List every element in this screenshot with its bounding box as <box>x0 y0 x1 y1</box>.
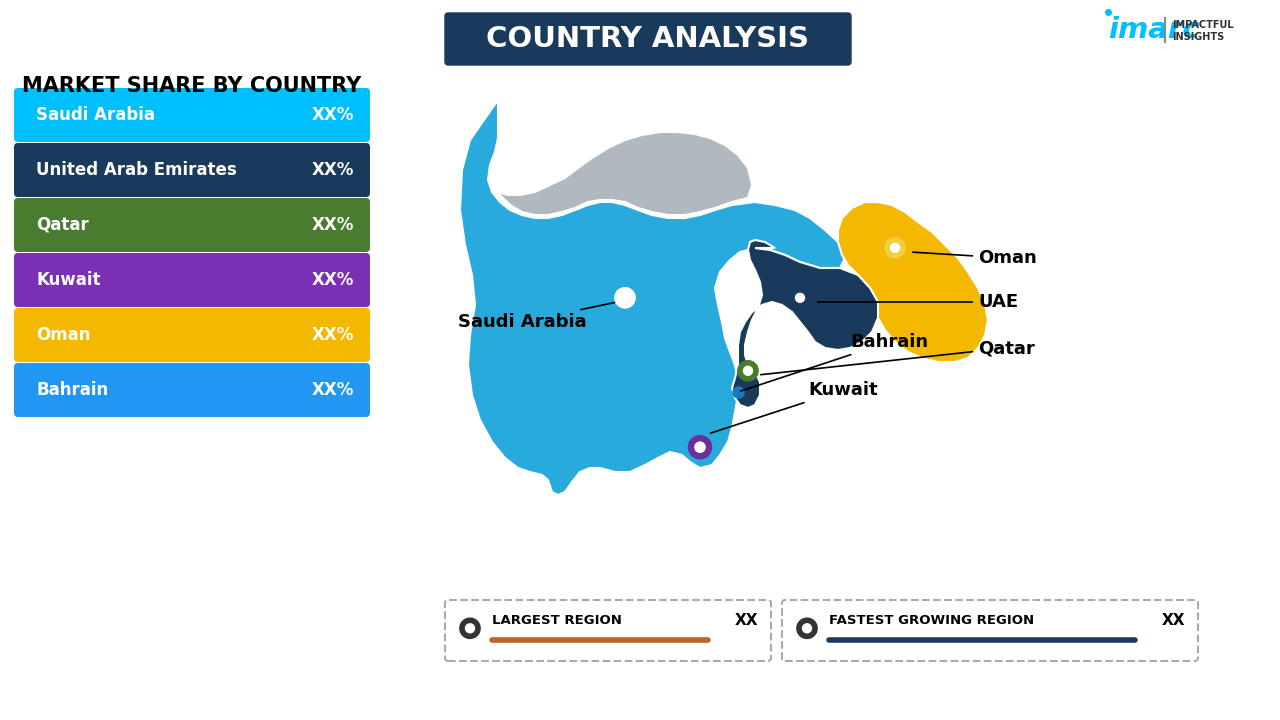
Text: Saudi Arabia: Saudi Arabia <box>36 106 155 124</box>
FancyBboxPatch shape <box>14 308 370 362</box>
Circle shape <box>797 618 817 638</box>
Polygon shape <box>799 631 814 639</box>
FancyBboxPatch shape <box>14 363 370 417</box>
Circle shape <box>616 288 635 307</box>
FancyBboxPatch shape <box>445 13 851 65</box>
Text: XX%: XX% <box>311 271 355 289</box>
Polygon shape <box>462 631 477 639</box>
Circle shape <box>695 442 705 452</box>
Polygon shape <box>792 301 808 308</box>
Text: imarc: imarc <box>1108 16 1199 44</box>
Text: Kuwait: Kuwait <box>710 381 878 433</box>
Circle shape <box>790 288 810 307</box>
Circle shape <box>803 624 812 633</box>
Text: XX%: XX% <box>311 216 355 234</box>
FancyBboxPatch shape <box>14 88 370 142</box>
Text: XX: XX <box>1161 613 1185 628</box>
Text: Kuwait: Kuwait <box>36 271 101 289</box>
Text: COUNTRY ANALYSIS: COUNTRY ANALYSIS <box>486 25 809 53</box>
Polygon shape <box>740 374 755 382</box>
Text: MARKET SHARE BY COUNTRY: MARKET SHARE BY COUNTRY <box>22 76 361 96</box>
Text: UAE: UAE <box>818 293 1018 311</box>
FancyBboxPatch shape <box>14 253 370 307</box>
FancyBboxPatch shape <box>14 198 370 252</box>
Text: XX%: XX% <box>311 106 355 124</box>
Text: XX%: XX% <box>311 326 355 344</box>
Text: Bahrain: Bahrain <box>741 333 928 391</box>
Text: FASTEST GROWING REGION: FASTEST GROWING REGION <box>829 614 1034 627</box>
Circle shape <box>886 238 905 258</box>
Text: Bahrain: Bahrain <box>36 381 109 399</box>
Text: Saudi Arabia: Saudi Arabia <box>458 302 614 331</box>
Circle shape <box>689 436 712 459</box>
Polygon shape <box>691 451 709 459</box>
Text: XX%: XX% <box>311 161 355 179</box>
Circle shape <box>466 624 475 633</box>
Text: Qatar: Qatar <box>760 339 1034 374</box>
Circle shape <box>621 293 630 302</box>
FancyBboxPatch shape <box>14 143 370 197</box>
Text: Qatar: Qatar <box>36 216 88 234</box>
Text: United Arab Emirates: United Arab Emirates <box>36 161 237 179</box>
FancyBboxPatch shape <box>445 600 771 661</box>
Polygon shape <box>460 100 845 495</box>
Polygon shape <box>617 301 632 308</box>
Text: XX%: XX% <box>311 381 355 399</box>
Text: LARGEST REGION: LARGEST REGION <box>492 614 622 627</box>
Text: Oman: Oman <box>36 326 91 344</box>
Circle shape <box>891 243 900 252</box>
Polygon shape <box>490 132 753 215</box>
Circle shape <box>796 293 805 302</box>
Polygon shape <box>887 251 902 258</box>
Text: XX: XX <box>735 613 758 628</box>
FancyBboxPatch shape <box>782 600 1198 661</box>
Polygon shape <box>732 240 878 408</box>
Text: Oman: Oman <box>913 249 1037 267</box>
Circle shape <box>461 618 480 638</box>
Text: INSIGHTS: INSIGHTS <box>1172 32 1224 42</box>
Circle shape <box>739 361 758 381</box>
Text: IMPACTFUL: IMPACTFUL <box>1172 20 1234 30</box>
Circle shape <box>744 366 753 375</box>
Polygon shape <box>838 202 988 362</box>
